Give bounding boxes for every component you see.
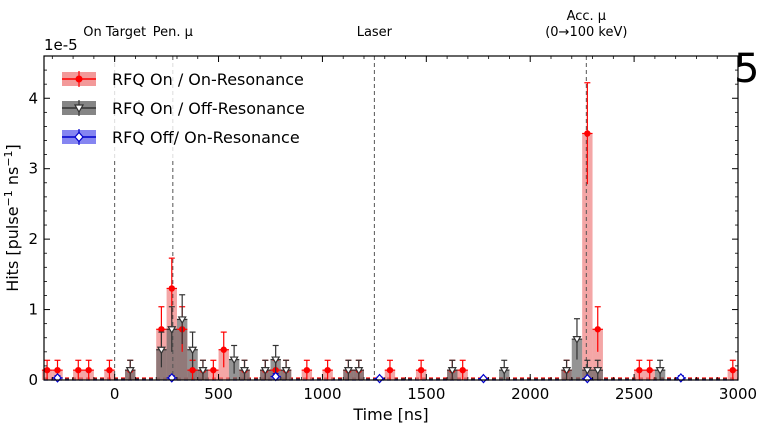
series-2-point bbox=[593, 367, 603, 375]
series-3-point bbox=[375, 373, 384, 384]
legend: RFQ On / On-Resonance RFQ On / Off-Resona… bbox=[52, 62, 342, 158]
series-2-point bbox=[156, 346, 166, 355]
series-2-point bbox=[582, 367, 592, 375]
legend-items: RFQ On / On-Resonance RFQ On / Off-Resona… bbox=[62, 70, 305, 147]
x-tick-label: 1000 bbox=[303, 385, 341, 403]
panel-number: 5 bbox=[734, 46, 757, 92]
marker-sublabel-4: (0→100 keV) bbox=[545, 25, 627, 40]
series-2-point bbox=[562, 367, 572, 375]
y-offset-label: 1e-5 bbox=[44, 36, 78, 54]
series-2-point bbox=[125, 367, 135, 375]
series-1-point bbox=[158, 326, 165, 333]
series-1-point bbox=[594, 326, 601, 333]
y-tick-label: 3 bbox=[28, 160, 38, 178]
y-axis-label-end: ] bbox=[3, 144, 22, 150]
bars-layer bbox=[41, 133, 738, 381]
plot-frame bbox=[43, 55, 739, 381]
legend-frame bbox=[52, 62, 342, 158]
x-tick-label: 2500 bbox=[615, 385, 653, 403]
marker-lines: On Target Pen. μ Laser Acc. μ(0→100 keV) bbox=[83, 9, 627, 380]
series-2-point bbox=[343, 367, 353, 375]
marker-label-3: Laser bbox=[357, 25, 393, 40]
x-tick-label: 2000 bbox=[511, 385, 549, 403]
series-2-point bbox=[198, 367, 208, 375]
legend-marker-1 bbox=[75, 75, 83, 83]
series-2-point bbox=[281, 367, 291, 375]
series-1-point bbox=[106, 366, 113, 374]
series-1-bar bbox=[582, 133, 593, 380]
series-2-point bbox=[177, 316, 187, 325]
series-2-point bbox=[447, 367, 457, 375]
x-tick-label: 3000 bbox=[719, 385, 757, 403]
marker-label-4: Acc. μ bbox=[567, 9, 607, 24]
y-axis-label-base: Hits [pulse bbox=[3, 206, 22, 291]
series-1-point bbox=[210, 366, 217, 374]
series-1-point bbox=[168, 285, 175, 292]
y-tick-label: 2 bbox=[28, 230, 38, 248]
series-2-point bbox=[260, 367, 270, 375]
legend-marker-2 bbox=[73, 104, 85, 114]
series-1-point bbox=[75, 366, 82, 374]
y-tick-label: 1 bbox=[28, 301, 38, 319]
x-tick-label: 500 bbox=[204, 385, 233, 403]
series-1-point bbox=[54, 366, 61, 374]
legend-label-3: RFQ Off/ On-Resonance bbox=[112, 128, 300, 147]
series-2-point bbox=[239, 367, 250, 375]
series-1-point bbox=[189, 366, 196, 374]
series-2-bar bbox=[166, 329, 177, 380]
series-2-point bbox=[354, 367, 364, 375]
series-3-point bbox=[479, 373, 488, 384]
series-1-point bbox=[220, 346, 227, 353]
y-axis-label: Hits [pulse−1 ns−1] bbox=[2, 144, 22, 292]
series-1-point bbox=[417, 366, 425, 374]
y-axis-label-exp2: −1 bbox=[2, 150, 15, 166]
series-1-point bbox=[324, 366, 331, 374]
series-1-point bbox=[636, 366, 643, 374]
legend-marker-3 bbox=[74, 131, 84, 143]
series-2-point bbox=[188, 346, 198, 355]
series-1-point bbox=[584, 130, 591, 137]
series-2-point bbox=[167, 326, 177, 334]
series-3-point bbox=[676, 372, 686, 383]
y-tick-label: 4 bbox=[28, 89, 38, 107]
y-tick-label: 0 bbox=[28, 371, 38, 389]
series-1-point bbox=[459, 366, 466, 374]
y-axis-label-mid: ns bbox=[3, 167, 22, 191]
y-axis-label-exp1: −1 bbox=[2, 190, 15, 206]
series-2-point bbox=[271, 356, 281, 365]
legend-label-2: RFQ On / Off-Resonance bbox=[112, 99, 305, 118]
series-1-point bbox=[729, 366, 737, 374]
series-1-point bbox=[43, 366, 51, 374]
series-1-bar bbox=[592, 329, 603, 380]
series-3-point bbox=[53, 372, 62, 383]
series-2-point bbox=[572, 336, 582, 344]
x-axis-label: Time [ns] bbox=[352, 405, 428, 424]
x-tick-label: 1500 bbox=[407, 385, 445, 403]
series-1-point bbox=[85, 366, 92, 374]
marker-label-1: On Target bbox=[83, 25, 146, 40]
legend-label-1: RFQ On / On-Resonance bbox=[112, 70, 304, 89]
marker-label-2: Pen. μ bbox=[153, 25, 193, 40]
data-points-layer bbox=[41, 82, 738, 384]
series-2-point bbox=[655, 367, 665, 375]
series-1-point bbox=[303, 366, 311, 374]
axis-ticks: 0 500 1000 1500 2000 2500 3000 0 1 2 3 4 bbox=[28, 56, 757, 403]
series-1-point bbox=[646, 366, 653, 374]
series-2-point bbox=[229, 356, 239, 365]
series-2-point bbox=[499, 367, 509, 375]
x-tick-label: 0 bbox=[110, 385, 120, 403]
series-1-point bbox=[386, 366, 394, 374]
